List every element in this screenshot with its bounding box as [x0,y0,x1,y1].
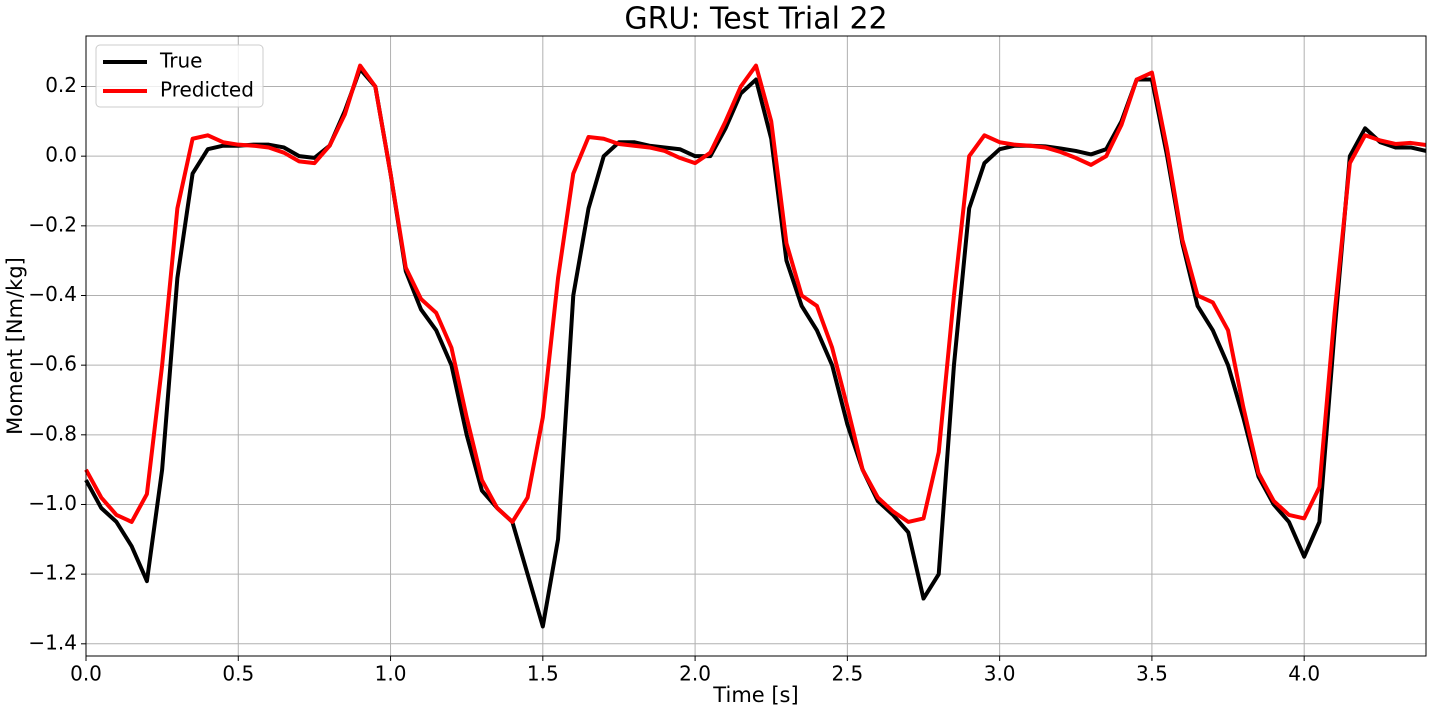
y-tick-label: −0.6 [28,352,77,376]
y-tick-label: −1.2 [28,561,77,585]
chart-title: GRU: Test Trial 22 [624,2,887,37]
data-line [84,63,1427,524]
x-tick-label: 2.0 [679,662,711,686]
y-tick-label: −0.8 [28,421,77,445]
x-tick-label: 3.5 [1136,662,1168,686]
y-axis-label: Moment [Nm/kg] [3,257,27,435]
x-tick-label: 4.0 [1288,662,1320,686]
y-tick-label: −0.4 [28,282,77,306]
x-tick-label: 0.5 [222,662,254,686]
x-tick-label: 1.5 [527,662,559,686]
plot-frame [85,35,1427,657]
data-line [84,67,1427,629]
legend-label: True [159,49,202,73]
x-tick-label: 2.5 [831,662,863,686]
x-tick-label: 0.0 [70,662,102,686]
legend-label: Predicted [160,78,254,102]
x-axis-label: Time [s] [712,683,798,707]
y-tick-label: 0.0 [45,143,77,167]
x-tick-label: 3.0 [984,662,1016,686]
y-tick-label: 0.2 [45,73,77,97]
y-tick-label: −1.0 [28,491,77,515]
y-tick-label: −1.4 [28,630,77,654]
y-tick-label: −0.2 [28,212,77,236]
x-tick-label: 1.0 [375,662,407,686]
